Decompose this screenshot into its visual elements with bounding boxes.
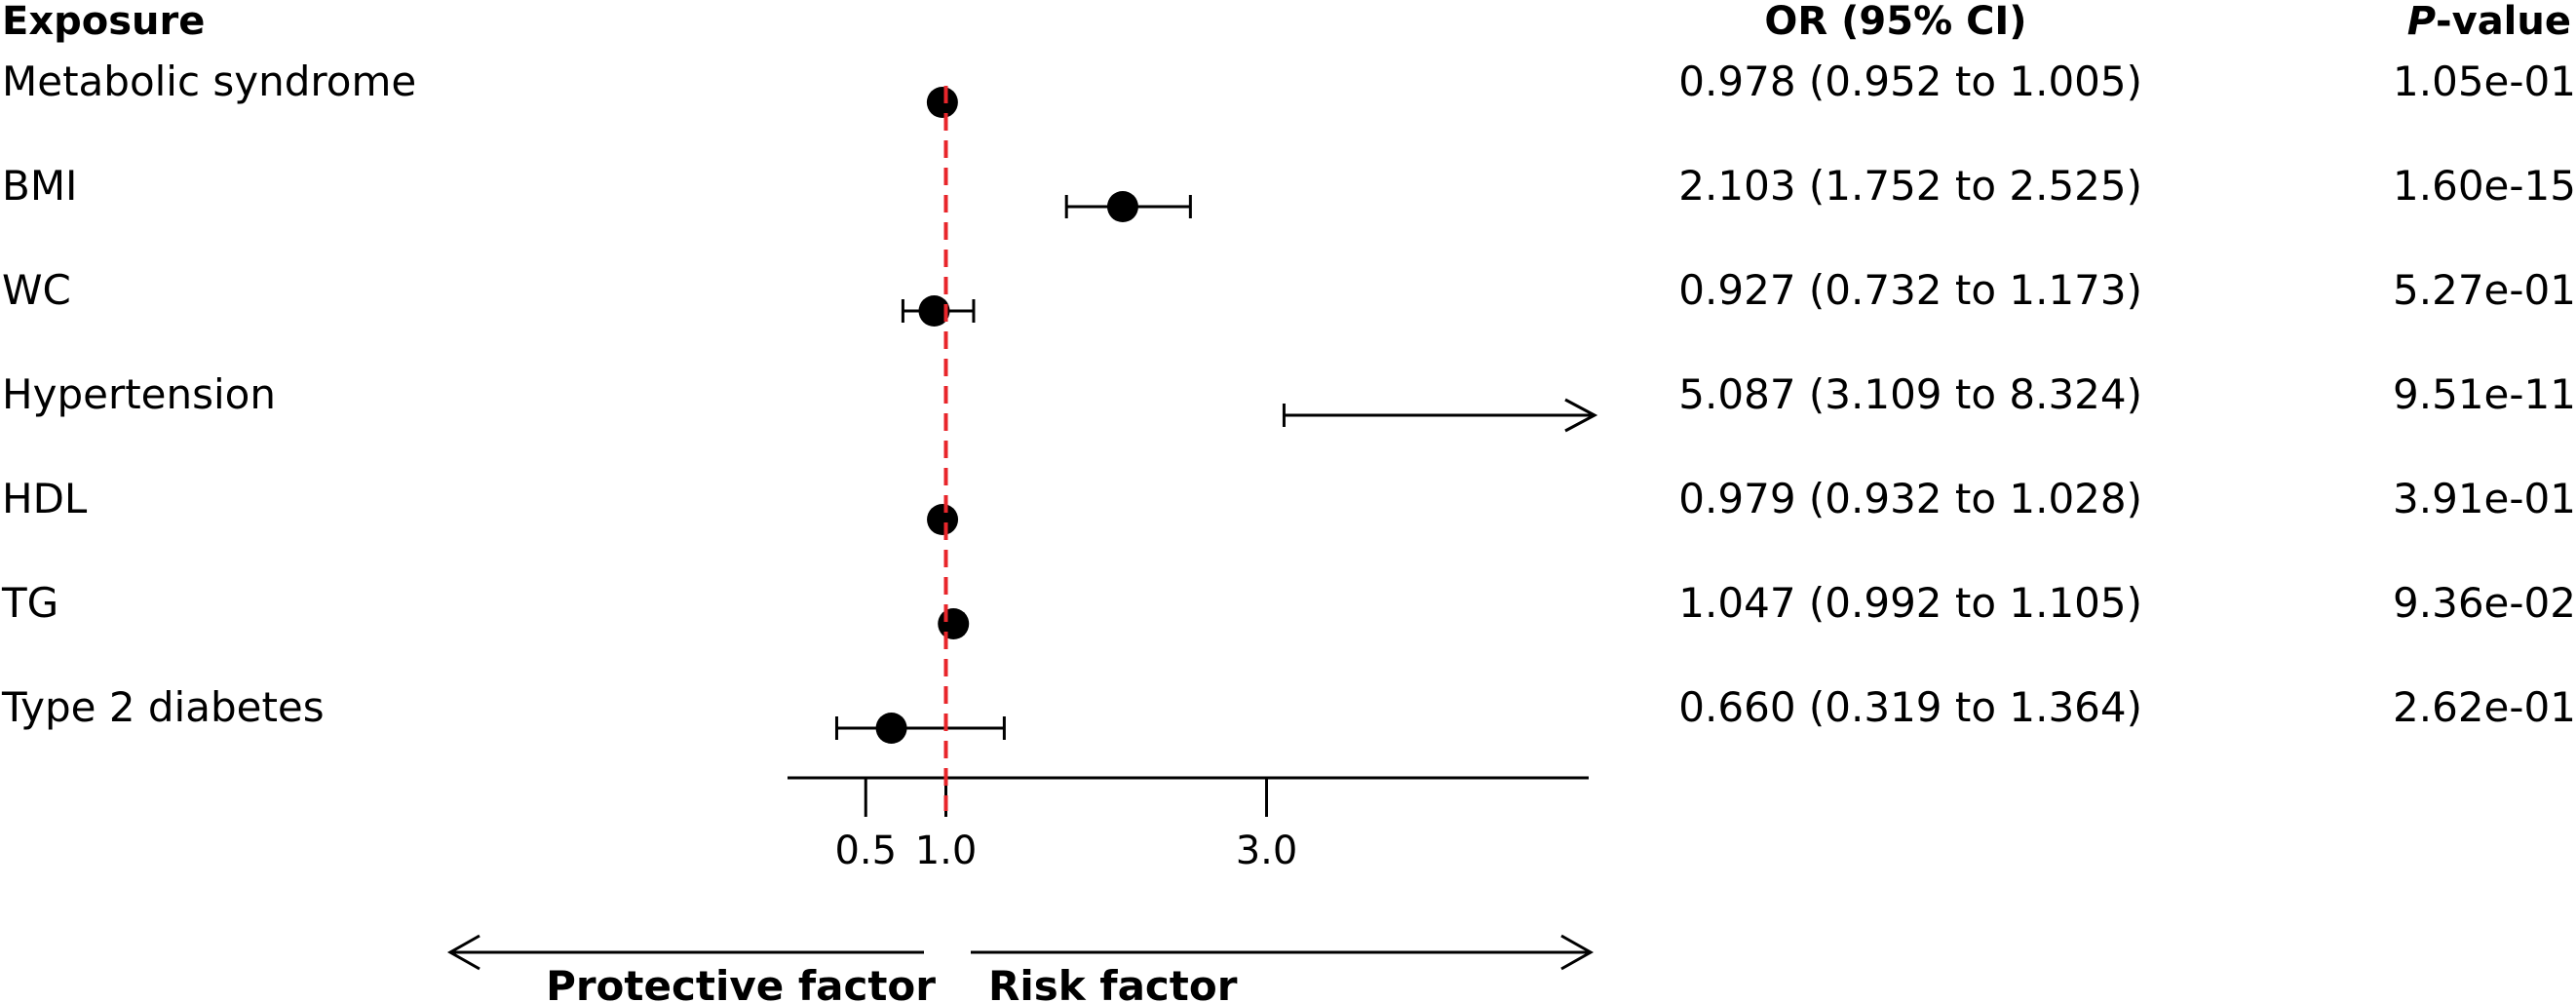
exposure-label-type-2-diabetes: Type 2 diabetes <box>1 683 325 731</box>
estimate-tg <box>938 608 970 639</box>
estimate-marks <box>834 87 1598 744</box>
point-estimate-tg <box>938 608 970 639</box>
x-tick-label-0: 0.5 <box>834 829 897 873</box>
risk-arrow <box>971 934 1595 971</box>
estimate-wc <box>901 295 976 327</box>
or-ci-hdl: 0.979 (0.932 to 1.028) <box>1678 475 2142 522</box>
p-value-header-p: P <box>2407 0 2436 44</box>
or-ci-bmi: 2.103 (1.752 to 2.525) <box>1678 162 2142 210</box>
x-tick-label-1: 1.0 <box>915 829 978 873</box>
point-estimate-hdl <box>927 504 959 535</box>
x-axis-ticks: 0.5 1.0 3.0 <box>834 778 1297 873</box>
protective-arrow <box>446 934 924 971</box>
or-header: OR (95% CI) <box>1764 0 2026 44</box>
p-value-column: 1.05e-01 1.60e-15 5.27e-01 9.51e-11 3.91e-01… <box>2393 58 2576 731</box>
x-tick-label-2: 3.0 <box>1236 829 1298 873</box>
exposure-label-tg: TG <box>1 579 58 627</box>
protective-factor-label: Protective factor <box>546 962 936 1003</box>
p-value-hypertension: 9.51e-11 <box>2393 370 2576 418</box>
estimate-hdl <box>927 504 959 535</box>
risk-factor-label: Risk factor <box>988 962 1238 1003</box>
ci-arrow-hypertension <box>1564 398 1598 433</box>
p-value-header: P-value <box>2407 0 2571 44</box>
p-value-tg: 9.36e-02 <box>2393 579 2576 627</box>
point-estimate-metabolic-syndrome <box>926 87 958 118</box>
or-ci-metabolic-syndrome: 0.978 (0.952 to 1.005) <box>1678 58 2142 105</box>
exposure-label-hypertension: Hypertension <box>2 370 276 418</box>
exposure-label-wc: WC <box>2 266 71 314</box>
exposure-label-hdl: HDL <box>2 475 88 522</box>
or-ci-tg: 1.047 (0.992 to 1.105) <box>1678 579 2142 627</box>
p-value-wc: 5.27e-01 <box>2393 266 2576 314</box>
exposure-label-metabolic-syndrome: Metabolic syndrome <box>2 58 416 105</box>
point-estimate-bmi <box>1106 191 1138 222</box>
point-estimate-wc <box>918 295 950 327</box>
p-value-metabolic-syndrome: 1.05e-01 <box>2393 58 2576 105</box>
p-value-type-2-diabetes: 2.62e-01 <box>2393 683 2576 731</box>
p-value-hdl: 3.91e-01 <box>2393 475 2576 522</box>
p-value-header-rest: -value <box>2436 0 2571 44</box>
or-ci-hypertension: 5.087 (3.109 to 8.324) <box>1678 370 2142 418</box>
exposure-labels: Metabolic syndrome BMI WC Hypertension HDL TG… <box>1 58 416 731</box>
estimate-metabolic-syndrome <box>926 87 958 118</box>
estimate-hypertension <box>1282 398 1598 433</box>
estimate-bmi <box>1064 191 1192 222</box>
point-estimate-type-2-diabetes <box>875 713 907 744</box>
or-ci-wc: 0.927 (0.732 to 1.173) <box>1678 266 2142 314</box>
or-ci-column: 0.978 (0.952 to 1.005) 2.103 (1.752 to 2.… <box>1678 58 2142 731</box>
or-ci-type-2-diabetes: 0.660 (0.319 to 1.364) <box>1678 683 2142 731</box>
estimate-type-2-diabetes <box>834 713 1006 744</box>
p-value-bmi: 1.60e-15 <box>2393 162 2576 210</box>
exposure-header: Exposure <box>2 0 205 44</box>
exposure-label-bmi: BMI <box>2 162 77 210</box>
